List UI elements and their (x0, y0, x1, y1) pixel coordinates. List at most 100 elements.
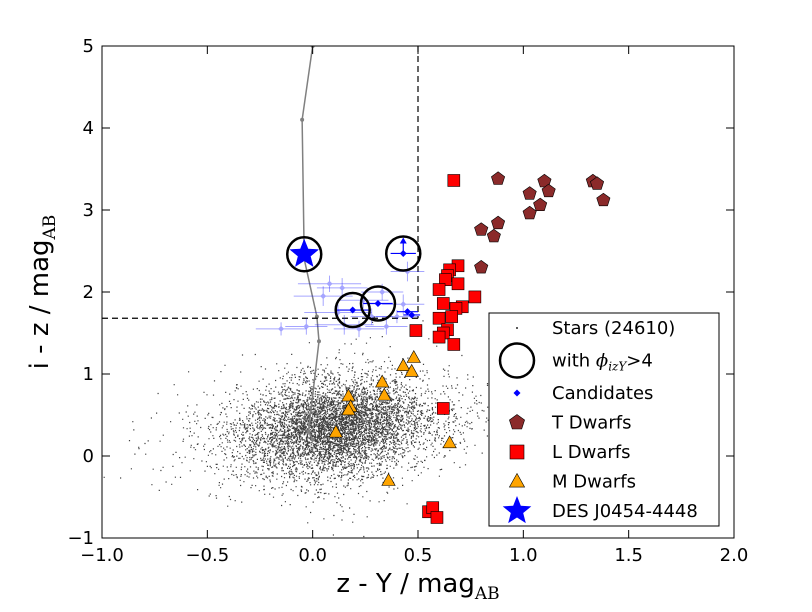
candidate-limit-arrow (399, 237, 407, 244)
legend-label-m_dwarfs: M Dwarfs (552, 472, 636, 493)
faint-candidate (382, 294, 425, 315)
m-dwarf-point (396, 358, 411, 372)
legend-item-phi: with ϕizY>4 (498, 342, 653, 379)
faint-marker (400, 301, 407, 308)
track-node (300, 117, 305, 122)
legend-item-m_dwarfs: M Dwarfs (508, 472, 636, 493)
l-dwarf-point (430, 511, 444, 524)
m-dwarf-point (375, 374, 390, 388)
t-dwarf-point (522, 186, 537, 200)
l-dwarf-point (447, 174, 461, 187)
m-dwarf-point (341, 402, 356, 416)
target-star (289, 238, 320, 267)
t-dwarf-point (491, 171, 506, 185)
candidate-point (390, 237, 416, 257)
y-tick-label: −1 (67, 528, 94, 549)
faint-marker (326, 280, 333, 287)
legend-t-marker (509, 414, 525, 430)
x-tick-label: 0.5 (404, 545, 433, 566)
t-dwarf-point (491, 215, 506, 230)
stars-points (103, 307, 553, 538)
candidate-marker (349, 306, 357, 314)
faint-marker (339, 284, 346, 291)
faint-marker (393, 313, 400, 320)
candidate-point (335, 306, 370, 314)
m-dwarf-point (404, 363, 419, 377)
y-tick-label: 2 (83, 282, 94, 303)
phi-circles (285, 235, 422, 329)
l-dwarf-point (432, 311, 446, 325)
faint-marker (383, 323, 390, 330)
phi-circle (334, 291, 371, 329)
legend-label-stars: Stars (24610) (552, 318, 675, 339)
legend-label-phi: with ϕizY>4 (552, 351, 653, 374)
target-star-marker (289, 238, 320, 267)
faint-candidate (255, 322, 307, 336)
y-tick-label: 0 (83, 446, 94, 467)
track-node (314, 314, 319, 319)
l-dwarf-point (436, 297, 450, 310)
legend-target-marker (502, 496, 532, 524)
legend-item-l_dwarfs: L Dwarfs (509, 442, 630, 463)
m-dwarfs-series (328, 349, 457, 486)
t-dwarf-point (474, 222, 489, 236)
faint-candidate (297, 275, 362, 292)
legend-label-candidates: Candidates (552, 383, 653, 404)
legend-item-t_dwarfs: T Dwarfs (509, 413, 631, 434)
l-dwarf-point (439, 273, 452, 287)
axis-ticks: −1.0 −0.5 0.0 0.5 1.0 1.5 2.0 −1 0 1 2 3 4 5 (67, 36, 748, 566)
legend-item-stars: Stars (24610) (516, 318, 675, 339)
legend-l-marker (509, 444, 525, 460)
x-tick-label: 0.0 (298, 545, 327, 566)
legend-label-t_dwarfs: T Dwarfs (551, 413, 631, 434)
l-dwarf-point (468, 290, 482, 304)
y-tick-label: 3 (83, 200, 94, 221)
l-dwarf-point (436, 402, 450, 415)
stars-scatter (103, 307, 553, 538)
phi-circle (359, 285, 397, 322)
t-dwarf-point (474, 260, 489, 274)
faint-marker (278, 325, 285, 332)
m-dwarf-point (341, 388, 356, 402)
x-tick-label: 1.5 (614, 545, 643, 566)
l-dwarf-point (445, 310, 459, 323)
faint-marker (320, 293, 327, 300)
candidate-marker (399, 249, 407, 257)
legend-phi-marker (498, 342, 536, 379)
faint-candidate (361, 283, 404, 301)
legend-label-l_dwarfs: L Dwarfs (552, 442, 630, 463)
l-dwarf-point (451, 277, 465, 291)
faint-candidate (316, 278, 368, 298)
faint-candidate (365, 318, 408, 335)
candidate-marker (374, 299, 382, 307)
t-dwarf-point (596, 192, 611, 207)
l-dwarfs-series (409, 174, 482, 524)
legend-stars-marker (516, 327, 518, 329)
l-dwarf-point (432, 330, 446, 344)
candidates-series (335, 237, 421, 319)
y-tick-label: 4 (83, 118, 94, 139)
phi-circle (285, 236, 323, 273)
legend: Stars (24610) with ϕizY>4 Candidates T Dwar… (488, 312, 720, 527)
t-dwarf-point (522, 205, 537, 220)
y-axis-title: i - z / magAB (25, 215, 60, 370)
t-dwarfs-series (474, 171, 611, 274)
faint-marker (379, 289, 386, 295)
y-tick-label: 5 (83, 36, 94, 57)
legend-candidates-marker (513, 389, 521, 397)
faint-marker (303, 323, 310, 330)
selection-cuts (102, 46, 419, 319)
t-dwarf-point (541, 183, 556, 198)
candidate-point (396, 308, 418, 316)
legend-label-target: DES J0454-4448 (552, 501, 698, 522)
t-dwarf-point (590, 176, 605, 190)
legend-item-target: DES J0454-4448 (502, 496, 698, 524)
legend-m-marker (508, 472, 526, 488)
x-tick-label: 2.0 (720, 545, 749, 566)
x-tick-label: −0.5 (185, 545, 229, 566)
x-tick-label: 1.0 (509, 545, 538, 566)
candidate-marker (408, 311, 416, 319)
t-dwarf-point (533, 197, 548, 211)
y-tick-label: 1 (83, 364, 94, 385)
